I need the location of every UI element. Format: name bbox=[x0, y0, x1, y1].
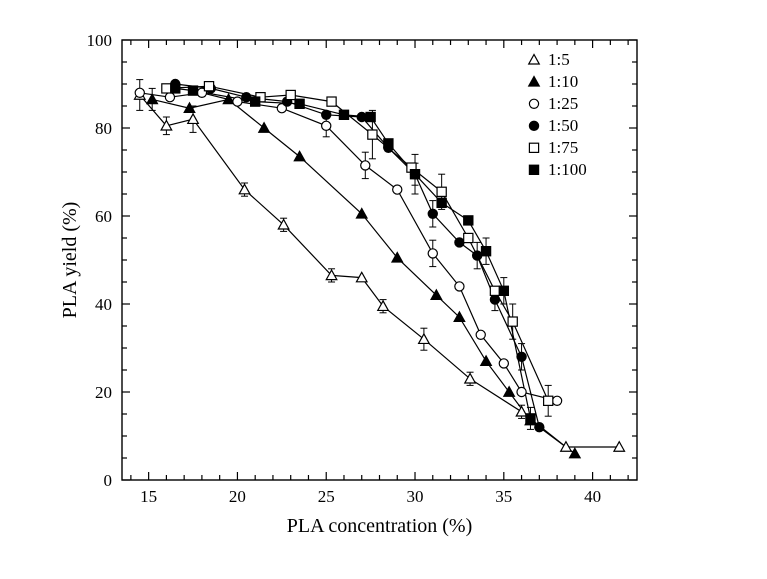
marker bbox=[490, 295, 499, 304]
marker bbox=[242, 93, 251, 102]
marker bbox=[508, 317, 517, 326]
marker bbox=[529, 165, 538, 174]
marker bbox=[552, 396, 561, 405]
marker bbox=[339, 110, 348, 119]
legend-label: 1:25 bbox=[548, 94, 578, 113]
xtick-label: 40 bbox=[584, 487, 601, 506]
marker bbox=[517, 352, 526, 361]
xtick-label: 20 bbox=[229, 487, 246, 506]
marker bbox=[368, 130, 377, 139]
ytick-label: 0 bbox=[104, 471, 113, 490]
marker bbox=[481, 247, 490, 256]
marker bbox=[410, 170, 419, 179]
xtick-label: 25 bbox=[318, 487, 335, 506]
marker bbox=[499, 286, 508, 295]
legend-label: 1:5 bbox=[548, 50, 570, 69]
legend-label: 1:50 bbox=[548, 116, 578, 135]
marker bbox=[529, 99, 538, 108]
xtick-label: 35 bbox=[495, 487, 512, 506]
marker bbox=[437, 187, 446, 196]
marker bbox=[473, 251, 482, 260]
x-axis-label: PLA concentration (%) bbox=[287, 515, 473, 537]
marker bbox=[171, 84, 180, 93]
marker bbox=[481, 356, 492, 366]
xtick-label: 15 bbox=[140, 487, 157, 506]
marker bbox=[455, 282, 464, 291]
marker bbox=[529, 77, 540, 87]
marker bbox=[437, 198, 446, 207]
marker bbox=[428, 249, 437, 258]
ytick-label: 60 bbox=[95, 207, 112, 226]
marker bbox=[239, 184, 250, 194]
marker bbox=[204, 82, 213, 91]
marker bbox=[251, 97, 260, 106]
marker bbox=[259, 123, 270, 133]
marker bbox=[526, 414, 535, 423]
marker bbox=[295, 99, 304, 108]
y-axis-label: PLA yield (%) bbox=[59, 202, 81, 319]
xtick-label: 30 bbox=[407, 487, 424, 506]
marker bbox=[286, 90, 295, 99]
chart: 15 20 25 30 35 40 0 20 40 60 80 100 PLA concentratio… bbox=[56, 30, 711, 549]
marker bbox=[464, 233, 473, 242]
marker bbox=[165, 93, 174, 102]
marker bbox=[419, 334, 430, 344]
chart-svg: 15 20 25 30 35 40 0 20 40 60 80 100 PLA concentratio… bbox=[56, 30, 711, 549]
marker bbox=[517, 387, 526, 396]
marker bbox=[570, 448, 581, 458]
series-line-1:25 bbox=[140, 93, 557, 401]
marker bbox=[322, 121, 331, 130]
marker bbox=[529, 121, 538, 130]
marker bbox=[357, 112, 366, 121]
ytick-label: 80 bbox=[95, 119, 112, 138]
marker bbox=[464, 216, 473, 225]
marker bbox=[529, 143, 538, 152]
marker bbox=[378, 301, 389, 311]
marker bbox=[504, 387, 515, 397]
series-line-1:75 bbox=[166, 86, 548, 401]
marker bbox=[544, 396, 553, 405]
marker bbox=[455, 238, 464, 247]
marker bbox=[490, 286, 499, 295]
marker bbox=[535, 423, 544, 432]
legend-label: 1:75 bbox=[548, 138, 578, 157]
marker bbox=[393, 185, 402, 194]
legend-label: 1:100 bbox=[548, 160, 587, 179]
marker bbox=[327, 97, 336, 106]
marker bbox=[294, 151, 305, 161]
marker bbox=[384, 139, 393, 148]
ytick-label: 100 bbox=[87, 31, 113, 50]
marker bbox=[233, 97, 242, 106]
marker bbox=[322, 110, 331, 119]
marker bbox=[135, 88, 144, 97]
marker bbox=[361, 161, 370, 170]
marker bbox=[366, 112, 375, 121]
marker bbox=[162, 84, 171, 93]
marker bbox=[188, 86, 197, 95]
legend-label: 1:10 bbox=[548, 72, 578, 91]
marker bbox=[428, 209, 437, 218]
ytick-label: 40 bbox=[95, 295, 112, 314]
marker bbox=[499, 359, 508, 368]
ytick-label: 20 bbox=[95, 383, 112, 402]
marker bbox=[476, 330, 485, 339]
marker bbox=[529, 55, 540, 65]
marker bbox=[188, 114, 199, 124]
